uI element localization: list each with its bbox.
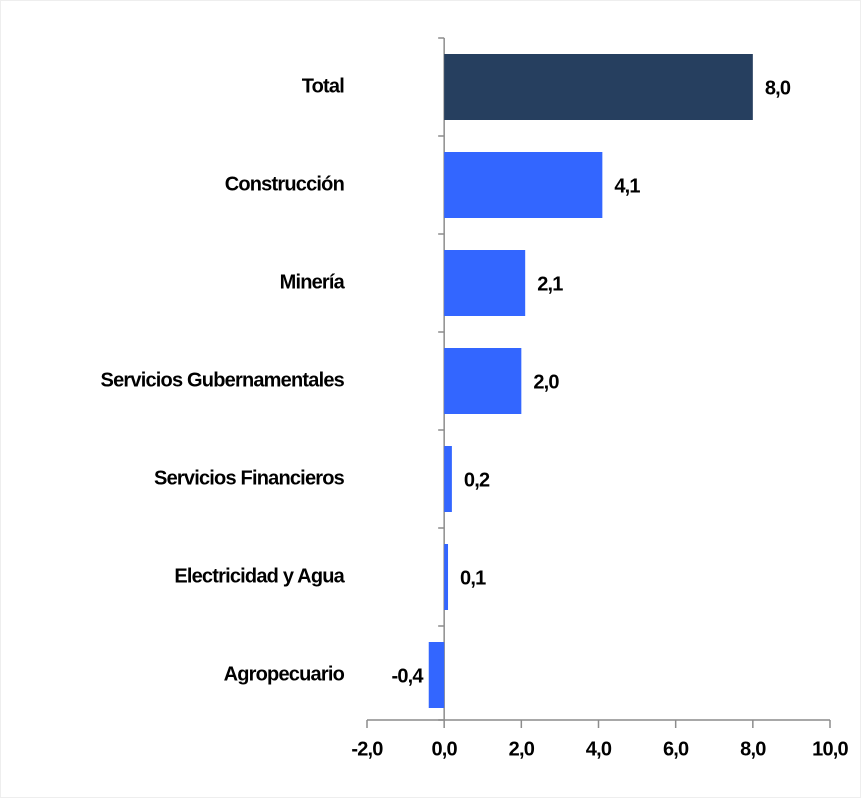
x-tick-label: 0,0 [431, 738, 457, 760]
x-tick-label: 8,0 [740, 738, 766, 760]
value-label: 0,2 [464, 469, 490, 491]
y-tick-label: Agropecuario [224, 663, 345, 685]
bar [444, 250, 526, 316]
bar [428, 642, 445, 708]
bar [444, 152, 603, 218]
value-label: 2,0 [533, 371, 559, 393]
bar [444, 348, 522, 414]
value-label: 2,1 [537, 273, 563, 295]
bar [444, 544, 449, 610]
y-tick-label: Minería [280, 271, 346, 293]
bar [444, 54, 753, 120]
value-label: 0,1 [460, 567, 486, 589]
x-tick-label: 2,0 [509, 738, 535, 760]
y-tick-label: Electricidad y Agua [174, 565, 345, 587]
value-label: -0,4 [391, 665, 424, 687]
x-tick-label: 6,0 [663, 738, 689, 760]
value-label: 4,1 [614, 175, 640, 197]
y-tick-label: Construcción [225, 173, 344, 195]
x-tick-label: 10,0 [812, 738, 848, 760]
value-label: 8,0 [765, 77, 791, 99]
x-tick-label: 4,0 [586, 738, 612, 760]
y-tick-label: Servicios Gubernamentales [101, 369, 345, 391]
bar [444, 446, 452, 512]
y-tick-label: Servicios Financieros [154, 467, 345, 489]
y-tick-label: Total [302, 75, 345, 97]
x-tick-label: -2,0 [351, 738, 383, 760]
